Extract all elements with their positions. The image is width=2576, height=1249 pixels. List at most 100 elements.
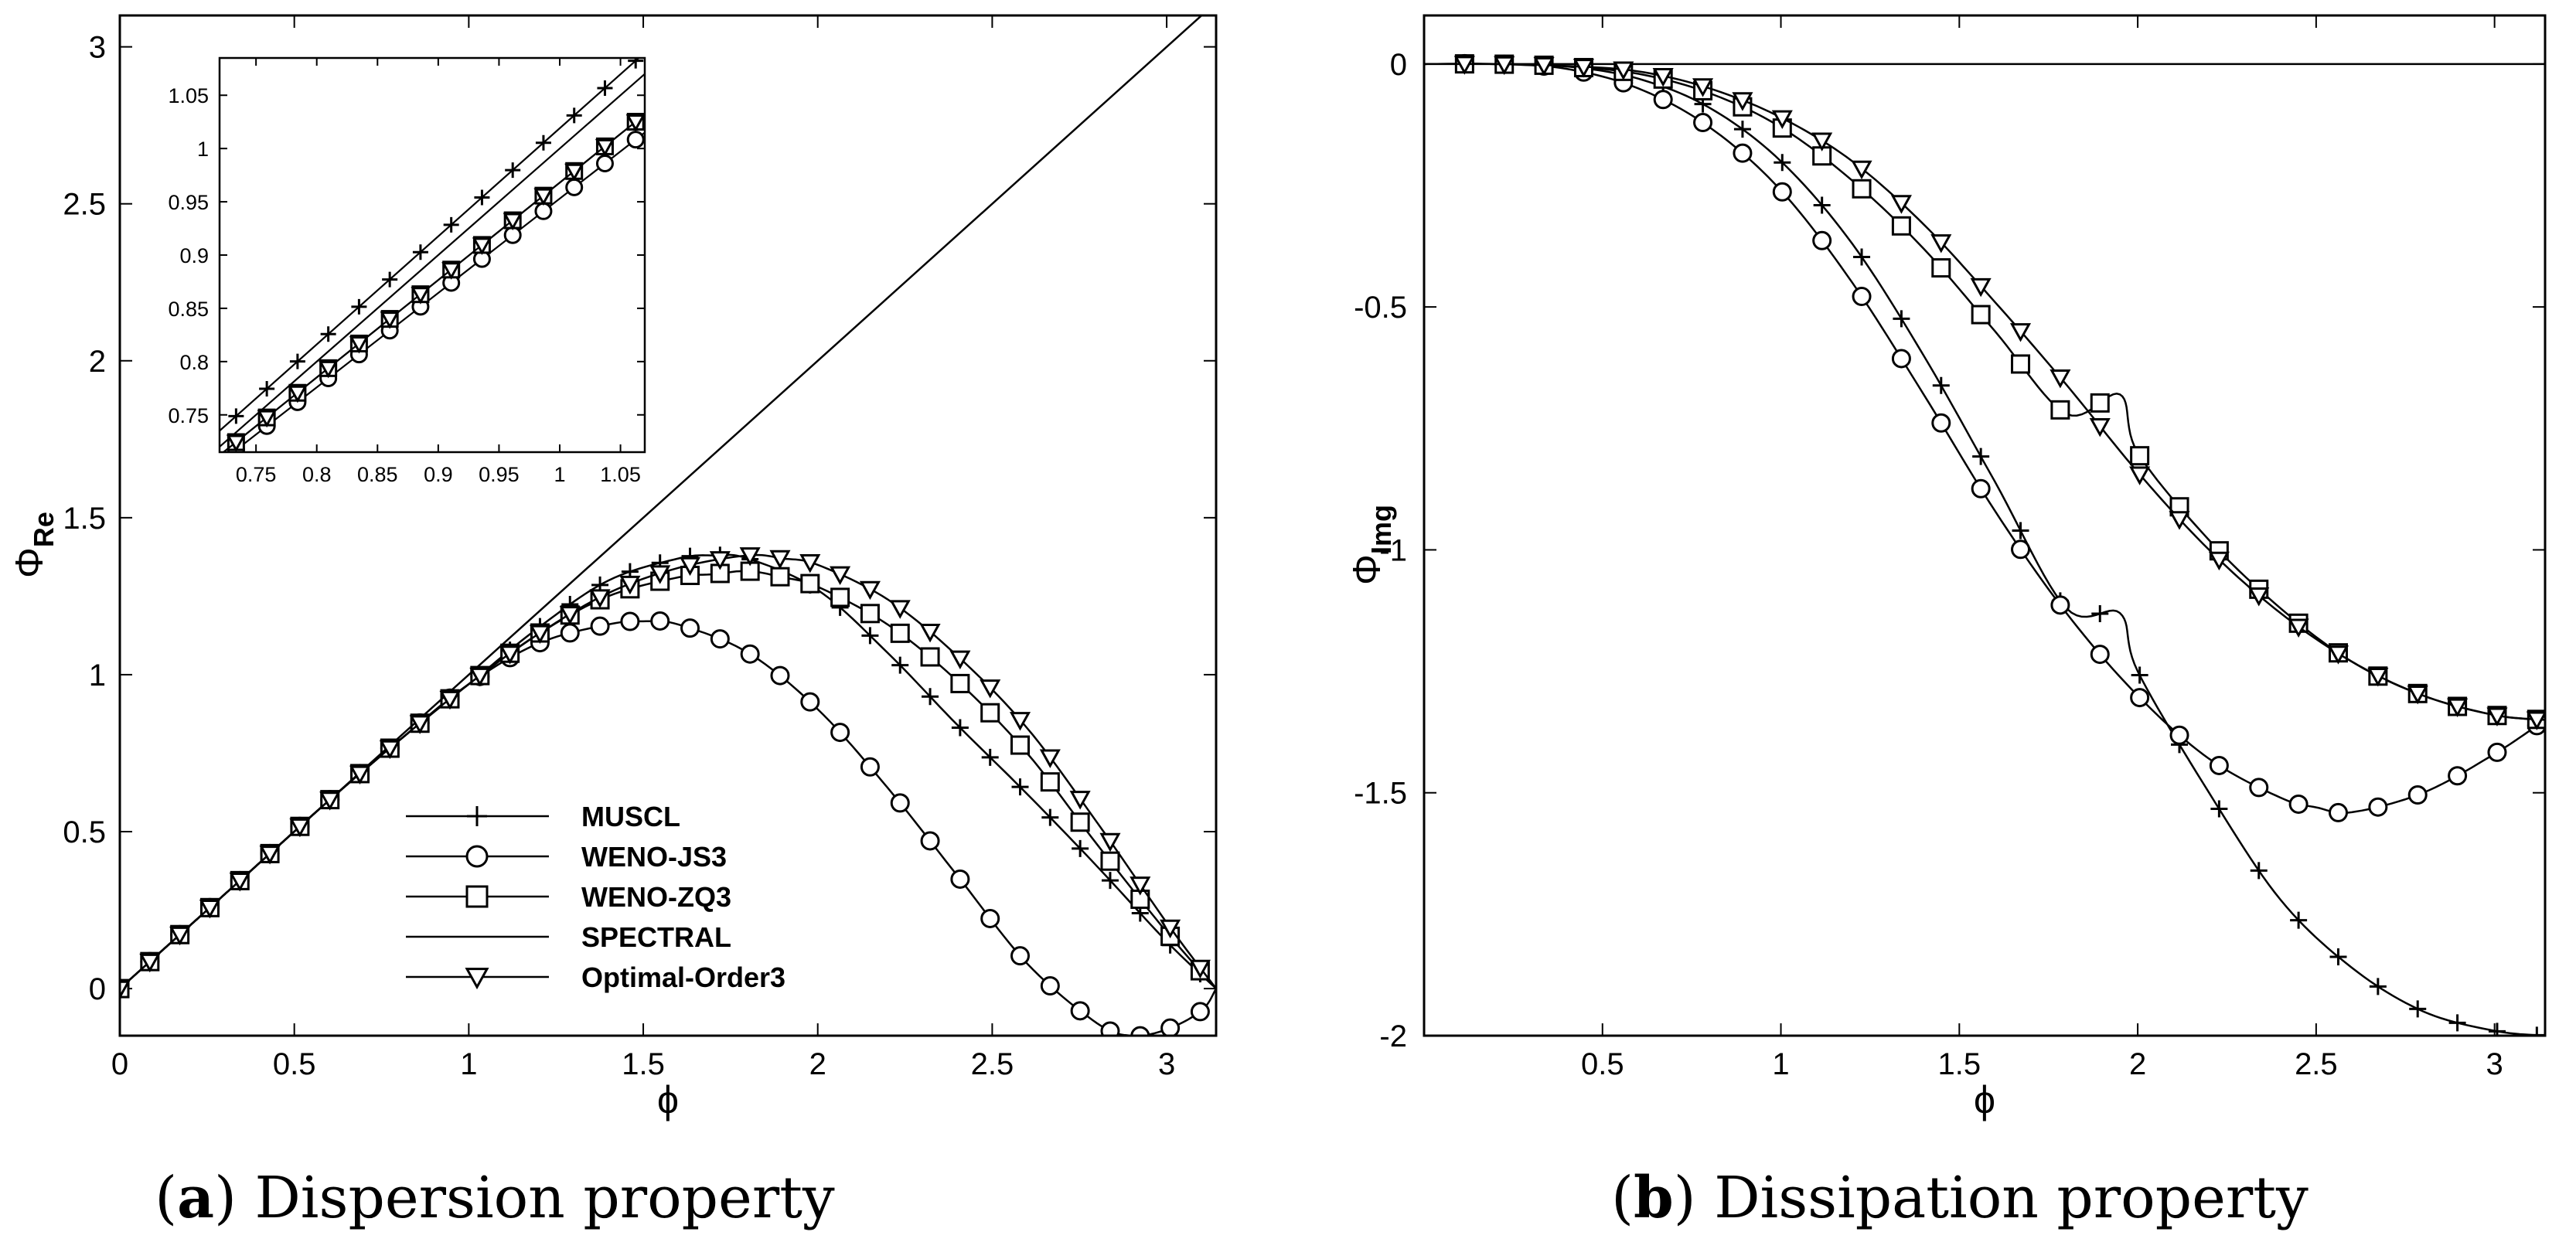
panel-a-series-weno-js3-marker — [980, 908, 1000, 928]
inset-series-optimal-order3-marker — [411, 287, 431, 305]
panel-a-series-optimal-order3-marker — [589, 589, 611, 608]
panel-a-series-muscl-marker — [1011, 778, 1029, 796]
panel-b-x-tick-label: 1.5 — [1938, 1047, 1981, 1081]
panel-a-series-optimal-order3-marker — [830, 566, 851, 585]
inset-x-tick-label: 0.95 — [479, 463, 520, 486]
panel-a-x-tick-label: 1 — [460, 1047, 477, 1081]
panel-b-y-axis-label: ΦImg — [1345, 505, 1397, 585]
panel-b-series-optimal-order3-marker — [2248, 587, 2270, 607]
panel-a-series-optimal-order3-marker — [649, 565, 671, 584]
panel-a-series-group — [120, 15, 1216, 1036]
panel-b-series-weno-js3-marker — [2487, 742, 2507, 762]
panel-b-series-weno-js3-marker — [1852, 287, 1872, 307]
panel-a-series-weno-js3-marker — [1190, 1002, 1210, 1022]
panel-a-y-tick-label: 1 — [89, 659, 106, 693]
panel-b-series-weno-js3-marker — [2050, 595, 2070, 615]
panel-a-series-optimal-order3-marker — [259, 846, 281, 865]
panel-b-series-optimal-order3-marker — [1573, 59, 1594, 78]
inset-background — [220, 58, 645, 452]
panel-b-series-muscl-marker — [1733, 121, 1751, 138]
panel-a-series-weno-js3-marker — [800, 692, 820, 712]
panel-b-x-tick-label: 0.5 — [1581, 1047, 1624, 1081]
panel-b-series-optimal-order3-marker — [1851, 160, 1872, 180]
panel-b-series-weno-zq3-marker — [2130, 446, 2150, 466]
panel-a-series-optimal-order3-marker — [199, 899, 221, 919]
caption-a-letter: a — [177, 1165, 214, 1231]
panel-a-series-optimal-order3-marker — [980, 679, 1001, 699]
panel-a-x-tick-label: 2 — [809, 1047, 826, 1081]
inset-y-tick-label: 1.05 — [168, 84, 209, 107]
panel-a-series-optimal-order3-marker — [289, 818, 311, 838]
panel-b-series-muscl-marker — [2329, 948, 2347, 965]
panel-a-series-weno-zq3-marker — [800, 573, 820, 594]
panel-a-y-axis-label-main: Φ — [8, 547, 51, 578]
panel-a-series-weno-js3-marker — [770, 665, 790, 686]
panel-a-series-optimal-order3-marker — [379, 740, 400, 760]
panel-a-y-axis-label: ΦRe — [8, 512, 60, 578]
panel-b-series-weno-js3-marker — [1891, 349, 1911, 369]
inset-plot-frame — [218, 56, 646, 454]
inset-series-weno-js3-marker — [595, 155, 614, 173]
inset-y-tick-label: 0.85 — [168, 298, 209, 321]
panel-a-series-optimal-order3-marker — [1130, 876, 1151, 896]
inset-series-muscl-marker — [443, 216, 459, 233]
panel-a-series-optimal-order3-marker — [529, 624, 550, 645]
panel-a-series-optimal-order3-marker — [769, 550, 791, 570]
panel-b-series-optimal-order3-marker — [1970, 277, 1992, 298]
panel-b-series-optimal-order3-marker — [1732, 92, 1753, 111]
panel-a-x-axis-label: ϕ — [657, 1078, 679, 1121]
panel-a-series-weno-js3-marker — [920, 831, 940, 851]
panel-b-series-weno-js3-marker — [2209, 755, 2229, 775]
panel-a-series-weno-js3-marker — [1160, 1018, 1181, 1036]
panel-b-series-weno-js3-marker — [1733, 143, 1753, 163]
panel-a-series-muscl-marker — [1101, 872, 1119, 890]
inset-x-tick-label: 0.85 — [357, 463, 398, 486]
inset-y-tick-label: 0.75 — [168, 404, 209, 427]
panel-b-series-optimal-order3-marker — [1692, 78, 1714, 97]
legend-muscl-marker — [467, 806, 487, 826]
inset-series-optimal-order3-marker — [595, 138, 615, 157]
panel-a-series-weno-js3-marker — [1070, 1001, 1090, 1021]
panel-a-y-axis-label-sub: Re — [28, 512, 60, 547]
caption-a-open-paren: ( — [155, 1165, 177, 1231]
panel-a-x-tick-label: 3 — [1158, 1047, 1175, 1081]
panel-b-series-muscl-marker — [2250, 862, 2268, 880]
panel-a-series-optimal-order3-marker — [169, 926, 191, 946]
inset-series-weno-js3-marker — [534, 202, 553, 220]
panel-a-series-weno-js3-marker — [830, 723, 850, 743]
panel-a-series-weno-js3-marker — [1100, 1021, 1120, 1036]
panel-a-series-weno-js3-marker — [1040, 975, 1060, 995]
inset-series-muscl-marker — [535, 134, 551, 151]
inset-series-optimal-order3-marker — [625, 114, 645, 132]
panel-b-y-tick-label: -2 — [1379, 1019, 1407, 1053]
panel-b-series-optimal-order3-marker — [2208, 551, 2230, 571]
panel-b-series-weno-js3-marker — [2249, 778, 2269, 798]
legend-weno-js3-marker — [465, 845, 489, 868]
panel-b-x-tick-label: 3 — [2486, 1047, 2503, 1081]
inset-series-optimal-order3-marker — [472, 237, 492, 256]
panel-a-series-optimal-order3-marker — [1189, 959, 1211, 979]
panel-a-series-weno-js3-marker — [710, 629, 730, 649]
panel-b-series-muscl-marker — [1853, 248, 1871, 266]
inset-series-muscl-marker — [382, 271, 398, 288]
panel-b-series-optimal-order3-marker — [2486, 707, 2508, 727]
panel-b-series-weno-js3-marker — [1653, 90, 1673, 110]
panel-a-series-muscl-marker — [981, 748, 999, 766]
panel-b-series-optimal-order3-marker — [1890, 195, 1912, 214]
panel-a-x-tick-label: 1.5 — [622, 1047, 665, 1081]
panel-a-legend: MUSCL WENO-JS3 WENO-ZQ3 SPECTRAL Optimal-Ord… — [406, 801, 785, 993]
panel-b-series-optimal-order3-marker — [2327, 645, 2349, 665]
panel-a-x-tick-label: 2.5 — [971, 1047, 1014, 1081]
legend-optimal-order3-marker — [465, 968, 489, 990]
panel-b-series-weno-js3-marker — [2368, 797, 2388, 817]
caption-a-close-paren: ) — [214, 1165, 237, 1231]
panel-b-series-weno-js3-marker — [1931, 413, 1951, 433]
panel-a-series-weno-js3-marker — [1130, 1026, 1150, 1036]
panel-a-series-optimal-order3-marker — [1099, 832, 1121, 853]
inset-x-tick-label: 1 — [554, 463, 565, 486]
inset-y-tick-label: 0.9 — [179, 244, 209, 267]
panel-b-series-optimal-order3-marker — [2367, 667, 2389, 687]
inset-series-muscl-marker — [474, 189, 490, 206]
panel-b-series-muscl-marker — [2369, 978, 2387, 995]
